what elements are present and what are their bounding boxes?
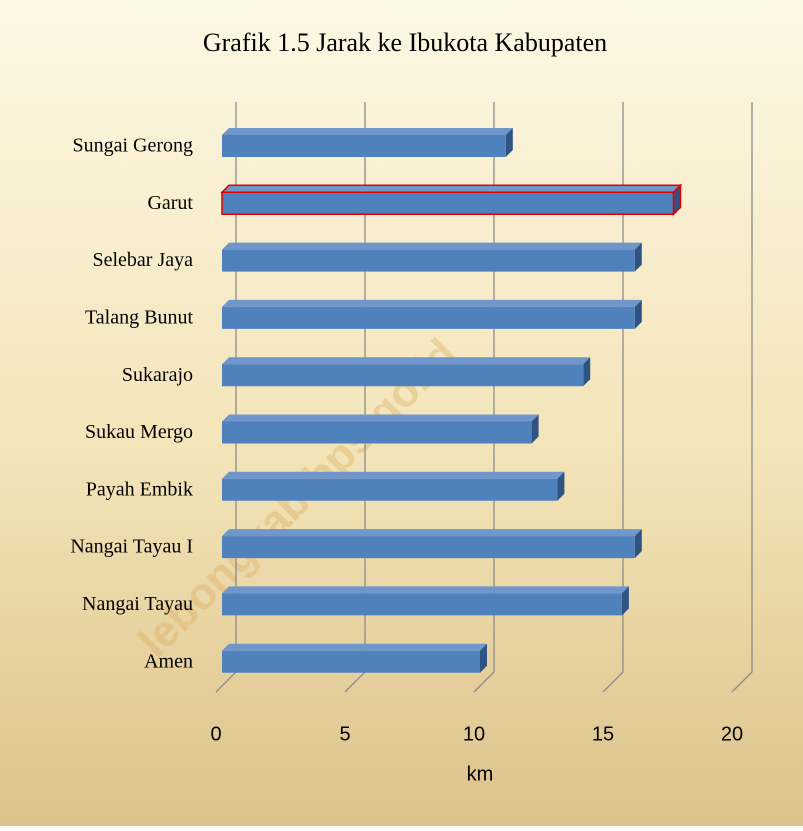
- bar-face: [557, 471, 565, 501]
- bar-face: [531, 414, 539, 444]
- bar-face: [222, 242, 642, 250]
- y-tick-label: Talang Bunut: [85, 306, 193, 328]
- bar-face: [222, 306, 635, 329]
- bar-face: [222, 593, 622, 616]
- bar-face: [222, 128, 513, 135]
- bar-face: [221, 191, 675, 216]
- y-tick-label: Garut: [147, 192, 193, 214]
- bar-face: [222, 421, 532, 444]
- y-tick-label: Nangai Tayau I: [70, 536, 193, 558]
- bar: [222, 299, 642, 329]
- bar-face: [222, 249, 635, 272]
- bar-face: [222, 299, 642, 307]
- bar: [222, 242, 642, 272]
- bar: [222, 414, 539, 444]
- bar: [222, 529, 642, 559]
- bar: [222, 128, 513, 157]
- y-tick-label: Amen: [144, 650, 193, 672]
- x-tick-label: 0: [210, 723, 221, 745]
- y-tick-label: Selebar Jaya: [92, 249, 193, 271]
- grid-line: [473, 102, 495, 693]
- chart-title: Grafik 1.5 Jarak ke Ibukota Kabupaten: [203, 28, 607, 57]
- bar-face: [222, 414, 539, 422]
- bar-face: [583, 357, 591, 387]
- x-tick-label: 5: [339, 723, 350, 745]
- bar-face: [222, 135, 506, 157]
- bar-face: [634, 242, 642, 272]
- bar-face: [621, 586, 629, 616]
- y-tick-label: Sukarajo: [122, 364, 193, 386]
- x-tick-label: 15: [592, 723, 614, 745]
- bar-face: [505, 128, 513, 157]
- bar: [222, 643, 487, 673]
- bar-face: [222, 536, 635, 559]
- bar-face: [634, 299, 642, 329]
- bar-face: [222, 478, 558, 501]
- bar: [222, 357, 591, 387]
- bar-face: [222, 643, 487, 651]
- grid-line: [731, 102, 753, 693]
- y-tick-label: Sungai Gerong: [72, 135, 193, 157]
- bar-face: [220, 184, 683, 194]
- bar-face: [222, 471, 565, 479]
- x-tick-label: 20: [721, 723, 743, 745]
- x-tick-label: 10: [463, 723, 485, 745]
- bar: [222, 586, 629, 616]
- bar-face: [222, 357, 591, 365]
- x-axis-label: km: [467, 763, 494, 785]
- y-tick-label: Sukau Mergo: [85, 421, 193, 443]
- bar: [220, 183, 683, 217]
- bar-face: [222, 364, 584, 387]
- bar-face: [634, 529, 642, 559]
- bar-face: [480, 643, 487, 673]
- bar-face: [222, 586, 629, 594]
- bar: [222, 471, 565, 501]
- grid-line: [602, 102, 624, 693]
- y-tick-label: Nangai Tayau: [82, 593, 193, 615]
- bar-face: [222, 650, 480, 673]
- y-tick-label: Payah Embik: [86, 478, 193, 500]
- bar-face: [222, 529, 642, 537]
